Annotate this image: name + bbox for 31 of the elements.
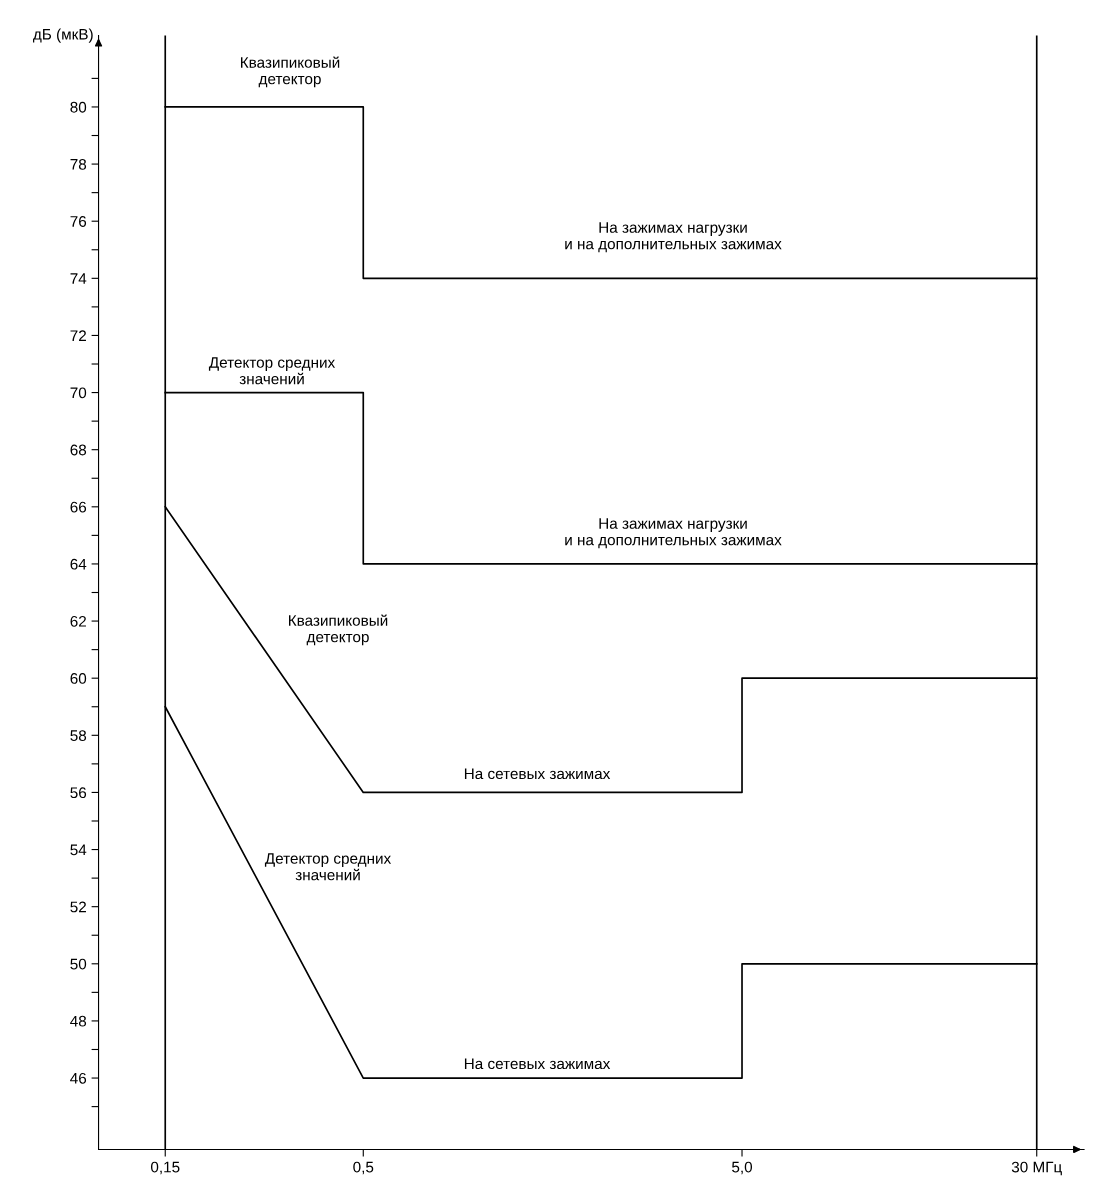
y-tick-label: 68: [70, 444, 87, 456]
annotation: На зажимах нагрузки и на дополнительных зажимах: [565, 222, 782, 253]
y-tick-label: 46: [70, 1072, 87, 1084]
y-tick-label: 78: [70, 158, 87, 170]
y-tick-label: 80: [70, 101, 87, 113]
annotation: На сетевых зажимах: [464, 768, 611, 780]
y-tick-label: 56: [70, 787, 87, 799]
y-tick-label: 74: [70, 273, 87, 284]
y-axis-title: дБ (мкВ): [33, 28, 93, 43]
annotation: Квазипиковый детектор: [241, 56, 340, 88]
y-tick-label: 48: [70, 1015, 87, 1027]
y-tick-label: 72: [70, 330, 86, 341]
annotation: Детектор средних значений: [208, 357, 336, 385]
y-tick-label: 50: [70, 958, 87, 970]
x-tick-label: 5,0: [732, 1161, 753, 1175]
y-tick-label: 70: [70, 387, 87, 399]
x-tick-label: 0,15: [150, 1161, 180, 1175]
annotation: На сетевых зажимах: [464, 1058, 611, 1070]
annotation: Детектор средних значений: [264, 853, 392, 881]
y-tick-label: 58: [70, 730, 87, 741]
y-tick-label: 66: [70, 501, 87, 513]
y-tick-label: 52: [70, 901, 86, 913]
y-tick-label: 60: [70, 673, 87, 684]
y-tick-label: 64: [70, 558, 87, 570]
y-tick-label: 54: [70, 844, 87, 856]
annotation: Квазипиковый детектор: [289, 614, 388, 646]
x-tick-label: 0,5: [353, 1161, 374, 1175]
x-tick-label: 30 МГц: [1011, 1161, 1062, 1176]
y-tick-label: 62: [70, 615, 86, 627]
annotation: На зажимах нагрузки и на дополнительных зажимах: [565, 518, 782, 549]
y-tick-label: 76: [70, 216, 87, 227]
